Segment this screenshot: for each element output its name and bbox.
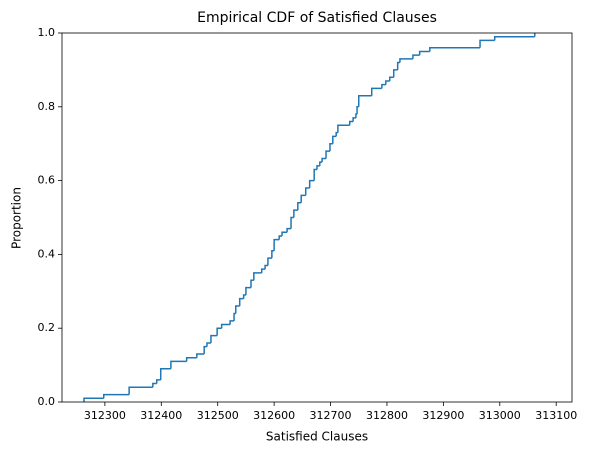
ecdf-step: [102, 393, 130, 399]
ecdf-step: [396, 61, 400, 70]
ecdf-step: [245, 286, 251, 295]
ecdf-step: [418, 50, 430, 56]
y-tick-label: 0.6: [38, 174, 56, 187]
ecdf-step: [399, 58, 413, 63]
ecdf-step: [355, 113, 358, 118]
ecdf-step: [278, 235, 283, 240]
x-tick-label: 313000: [479, 409, 521, 422]
ecdf-step: [159, 368, 171, 380]
plot-frame: [61, 32, 573, 403]
ecdf-step: [185, 356, 197, 362]
ecdf-step: [203, 345, 207, 355]
ecdf-step: [356, 106, 359, 115]
ecdf-step: [271, 249, 275, 259]
x-axis-label: Satisfied Clauses: [266, 430, 368, 444]
ecdf-step: [313, 168, 317, 181]
ecdf-step: [229, 320, 235, 325]
ecdf-step: [170, 360, 187, 369]
x-tick-label: 312500: [197, 409, 239, 422]
ecdf-step: [304, 187, 310, 196]
ecdf-step: [297, 201, 302, 211]
ecdf-step: [389, 76, 394, 81]
ecdf-step: [352, 117, 356, 122]
ecdf-step: [316, 165, 320, 170]
ecdf-step: [319, 161, 323, 166]
ecdf-step: [392, 69, 398, 78]
ecdf-step: [357, 94, 372, 107]
ecdf-step: [242, 294, 246, 299]
ecdf-step: [233, 312, 236, 321]
chart-title: Empirical CDF of Satisfied Clauses: [197, 10, 437, 26]
y-tick-label: 0.4: [38, 247, 56, 260]
ecdf-step: [235, 305, 240, 314]
ecdf-step: [281, 231, 288, 236]
x-tick-label: 312700: [310, 409, 352, 422]
ecdf-step: [238, 297, 244, 307]
ecdf-step: [321, 157, 327, 163]
x-tick-label: 312300: [84, 409, 126, 422]
ecdf-step: [220, 323, 231, 329]
ecdf-step: [370, 87, 382, 96]
ecdf-step: [210, 334, 218, 343]
ecdf-step: [325, 150, 330, 159]
ecdf-step: [264, 264, 268, 270]
x-tick-label: 312800: [366, 409, 408, 422]
ecdf-step: [128, 386, 153, 395]
y-axis-label: Proportion: [10, 187, 24, 249]
x-tick-label: 313100: [535, 409, 577, 422]
ecdf-step: [479, 39, 495, 48]
y-tick-label: 0.0: [38, 395, 56, 408]
ecdf-step: [412, 54, 420, 59]
ecdf-step: [152, 382, 157, 388]
y-tick-label: 0.2: [38, 321, 56, 334]
ecdf-step: [348, 120, 354, 126]
x-tick-label: 312400: [140, 409, 182, 422]
ecdf-step: [260, 268, 266, 273]
ecdf-step: [332, 135, 337, 144]
ecdf-step: [253, 272, 262, 281]
ecdf-step: [267, 257, 272, 266]
ecdf-step: [385, 80, 390, 85]
ecdf-step: [308, 179, 315, 188]
ecdf-step: [290, 216, 294, 229]
ecdf-step: [335, 131, 338, 137]
x-tick-label: 312600: [253, 409, 295, 422]
y-tick-label: 1.0: [38, 26, 56, 39]
x-tick-label: 312900: [422, 409, 464, 422]
y-tick-label: 0.8: [38, 100, 56, 113]
ecdf-step: [250, 279, 254, 288]
ecdf-step: [293, 209, 298, 218]
ecdf-step: [156, 379, 161, 384]
ecdf-step: [273, 238, 280, 251]
ecdf-step: [286, 227, 292, 233]
ecdf-step: [206, 342, 211, 347]
ecdf-step: [216, 327, 222, 336]
ecdf-step: [329, 142, 333, 152]
ecdf-step: [493, 35, 535, 41]
ecdf-step: [300, 194, 306, 203]
ecdf-step: [196, 353, 205, 358]
ecdf-step: [337, 124, 350, 133]
ecdf-step: [83, 397, 104, 402]
ecdf-step: [381, 83, 386, 89]
ecdf-step: [429, 47, 481, 52]
